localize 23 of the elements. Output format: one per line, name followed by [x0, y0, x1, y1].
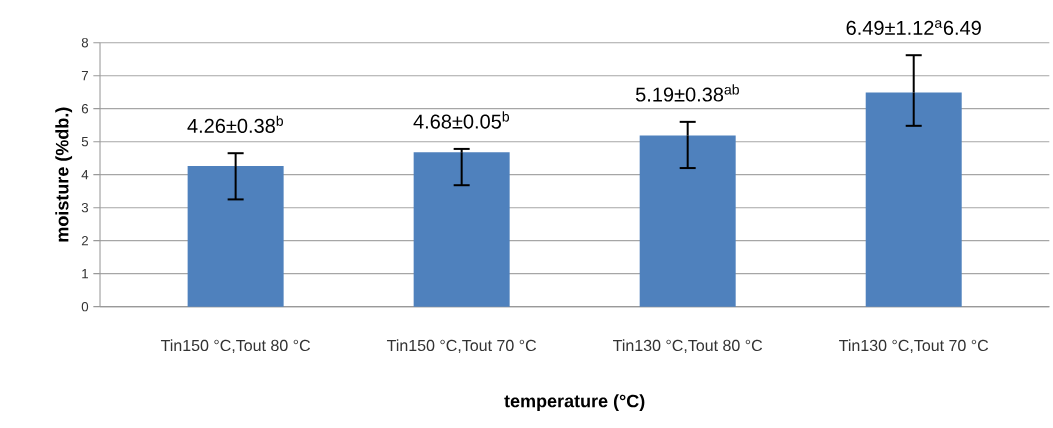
- y-tick-label: 6: [81, 103, 89, 114]
- text: 6.49±1.12$^{a}$6.49: [846, 20, 981, 35]
- bar: [865, 92, 962, 307]
- bar: [413, 152, 510, 307]
- y-tick-label: 3: [81, 202, 89, 213]
- x-tick-label: Tin130 °C,Tout 80 °C: [613, 339, 763, 354]
- y-tick-label: 2: [81, 236, 88, 246]
- annotation: 4.68±0.05$^{b}$: [413, 111, 510, 129]
- bar: [639, 135, 736, 307]
- y-axis-title: moisture (%db.): [55, 107, 73, 242]
- y-tick-label: 0: [81, 301, 89, 312]
- y-tick-label: 8: [81, 37, 89, 48]
- x-tick-label: Tin130 °C,Tout 70 °C: [839, 339, 989, 354]
- y-tick-label: 5: [81, 137, 89, 147]
- x-tick-label: Tin150 °C,Tout 80 °C: [160, 339, 311, 354]
- y-tick-label: 4: [81, 170, 89, 180]
- x-tick-label: Tin150 °C,Tout 70 °C: [386, 339, 537, 354]
- annotation: 4.26±0.38$^{b}$: [187, 115, 284, 133]
- annotation: 5.19±0.38$^{ab}$: [635, 84, 739, 102]
- y-tick-label: 1: [82, 269, 88, 279]
- x-axis-title: temperature (°C): [504, 394, 645, 411]
- y-tick-label: 7: [81, 71, 88, 81]
- bar: [187, 166, 284, 307]
